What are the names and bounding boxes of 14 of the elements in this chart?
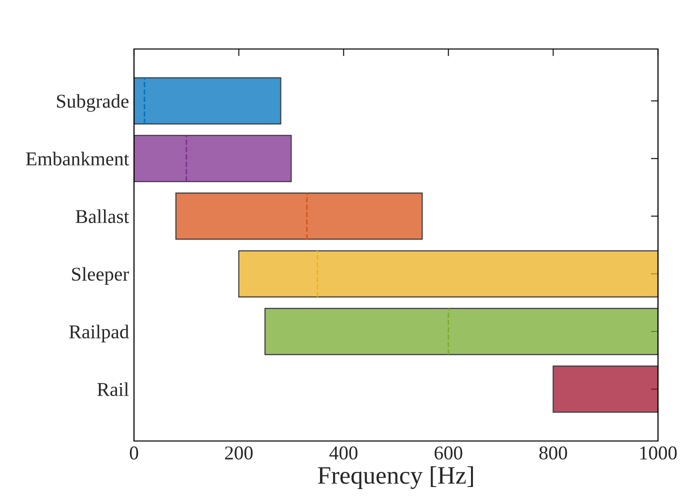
y-tick-label: Ballast	[76, 209, 130, 224]
x-axis-title: Frequency [Hz]	[318, 466, 473, 490]
x-tick-label: 800	[539, 446, 568, 460]
y-tick-label: Subgrade	[57, 94, 128, 112]
x-tick-label: 0	[130, 446, 138, 460]
y-tick-label: Sleeper	[72, 267, 129, 285]
x-tick-label: 200	[225, 446, 253, 460]
x-tick-label: 400	[329, 446, 358, 460]
y-tick-label: Railpad	[69, 324, 129, 342]
x-tick-label: 600	[434, 446, 462, 460]
bar	[175, 192, 423, 240]
x-tick-label: 1000	[640, 446, 677, 460]
y-tick-label: Embankment	[26, 152, 130, 166]
y-tick-label: Rail	[97, 382, 129, 396]
